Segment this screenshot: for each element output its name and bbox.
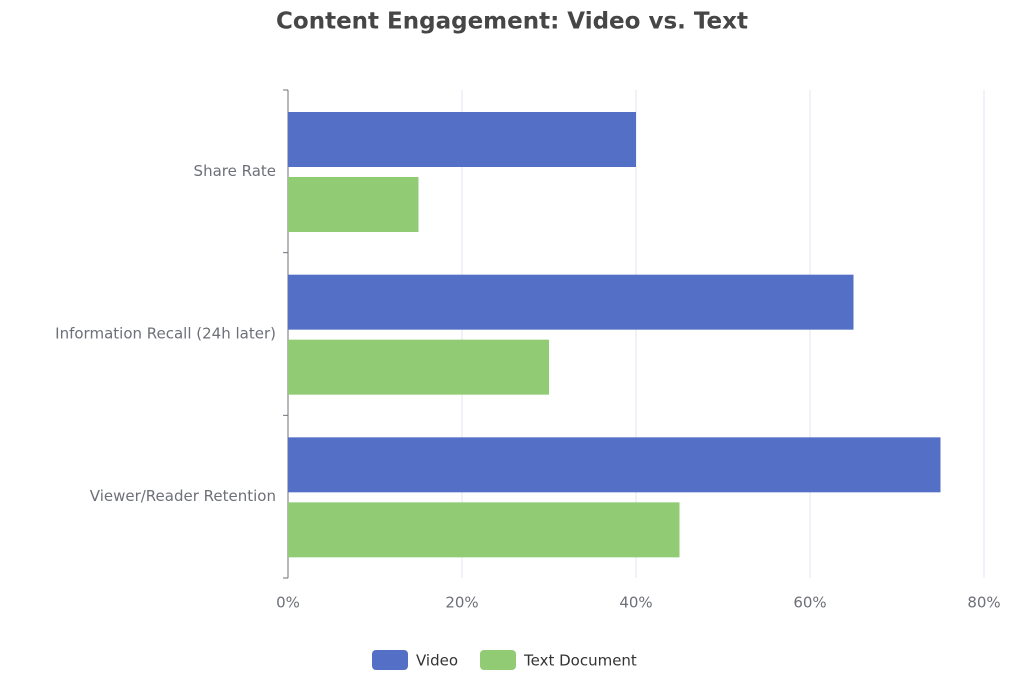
y-tick-label: Viewer/Reader Retention bbox=[90, 487, 276, 505]
x-tick-label: 0% bbox=[276, 594, 300, 612]
x-tick-label: 60% bbox=[793, 594, 826, 612]
x-tick-label: 20% bbox=[445, 594, 478, 612]
x-tick-label: 80% bbox=[967, 594, 1000, 612]
x-tick-label: 40% bbox=[619, 594, 652, 612]
y-tick-label: Share Rate bbox=[194, 162, 276, 180]
legend-label: Text Document bbox=[523, 652, 637, 670]
legend-swatch bbox=[480, 650, 516, 670]
legend-label: Video bbox=[416, 652, 458, 670]
bar bbox=[288, 502, 680, 558]
bar bbox=[288, 177, 419, 232]
y-tick-label: Information Recall (24h later) bbox=[55, 325, 276, 343]
bar bbox=[288, 274, 854, 330]
bar bbox=[288, 112, 636, 167]
legend-swatch bbox=[372, 650, 408, 670]
bar bbox=[288, 437, 941, 493]
chart-title: Content Engagement: Video vs. Text bbox=[276, 9, 748, 35]
bar bbox=[288, 339, 549, 395]
